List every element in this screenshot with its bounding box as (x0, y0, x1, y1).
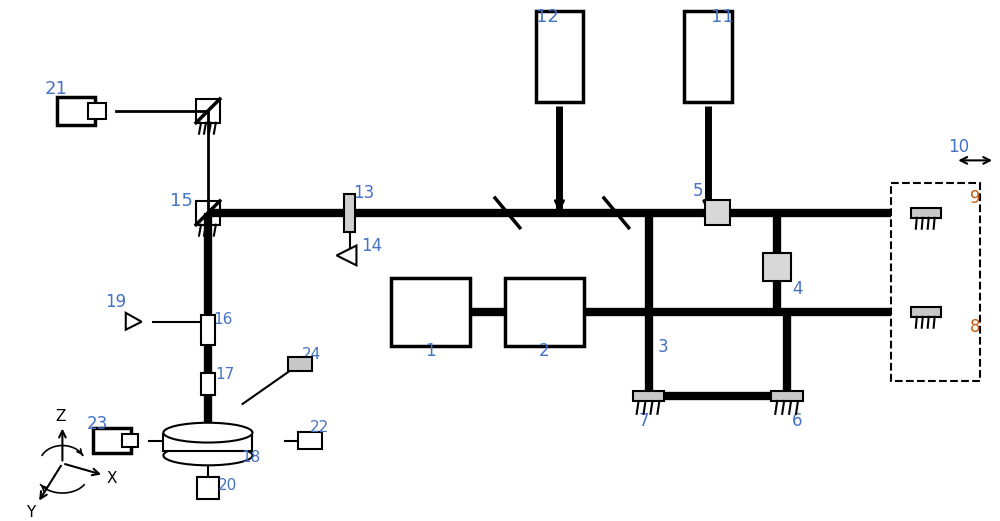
Text: 23: 23 (86, 415, 108, 433)
Bar (201, 373, 215, 395)
Bar (163, 433, 252, 452)
Text: 22: 22 (310, 420, 329, 435)
Text: 12: 12 (536, 8, 559, 26)
Text: 1: 1 (425, 342, 436, 361)
Bar (391, 278, 470, 345)
Text: 18: 18 (241, 450, 260, 465)
Text: 20: 20 (218, 478, 237, 493)
Text: 16: 16 (213, 312, 232, 327)
Text: 14: 14 (361, 237, 382, 255)
Text: 13: 13 (353, 184, 374, 202)
Text: 11: 11 (711, 8, 734, 26)
Bar (288, 357, 312, 371)
Bar (911, 208, 941, 218)
Text: 17: 17 (215, 367, 234, 382)
Bar (891, 183, 980, 381)
Bar (196, 99, 220, 123)
Text: X: X (107, 470, 117, 486)
Text: Y: Y (26, 505, 35, 520)
Bar (298, 432, 322, 450)
Bar (197, 477, 219, 499)
Bar (505, 278, 584, 345)
Ellipse shape (163, 445, 252, 465)
Bar (93, 428, 131, 453)
Bar (536, 11, 583, 102)
Bar (705, 201, 730, 225)
Bar (201, 315, 215, 344)
Bar (763, 253, 791, 281)
Text: 9: 9 (970, 189, 980, 207)
Bar (344, 194, 355, 232)
Text: 3: 3 (658, 338, 669, 355)
Ellipse shape (163, 423, 252, 442)
Text: Z: Z (55, 410, 66, 424)
Bar (196, 201, 220, 225)
Bar (57, 97, 95, 125)
Text: 7: 7 (638, 412, 649, 430)
Text: 5: 5 (693, 182, 703, 200)
Text: 15: 15 (170, 192, 193, 210)
Text: 10: 10 (948, 138, 969, 156)
Bar (684, 11, 732, 102)
Polygon shape (337, 245, 356, 265)
Text: 8: 8 (970, 318, 980, 336)
Bar (88, 103, 106, 119)
Bar (122, 433, 138, 448)
Text: 19: 19 (105, 293, 126, 311)
Bar (633, 391, 664, 401)
Text: 21: 21 (45, 80, 68, 98)
Bar (911, 307, 941, 317)
Text: 4: 4 (792, 280, 802, 298)
Bar (771, 391, 803, 401)
Text: 2: 2 (539, 342, 550, 361)
Text: 24: 24 (302, 347, 322, 362)
Text: 6: 6 (792, 412, 802, 430)
Polygon shape (126, 313, 142, 330)
